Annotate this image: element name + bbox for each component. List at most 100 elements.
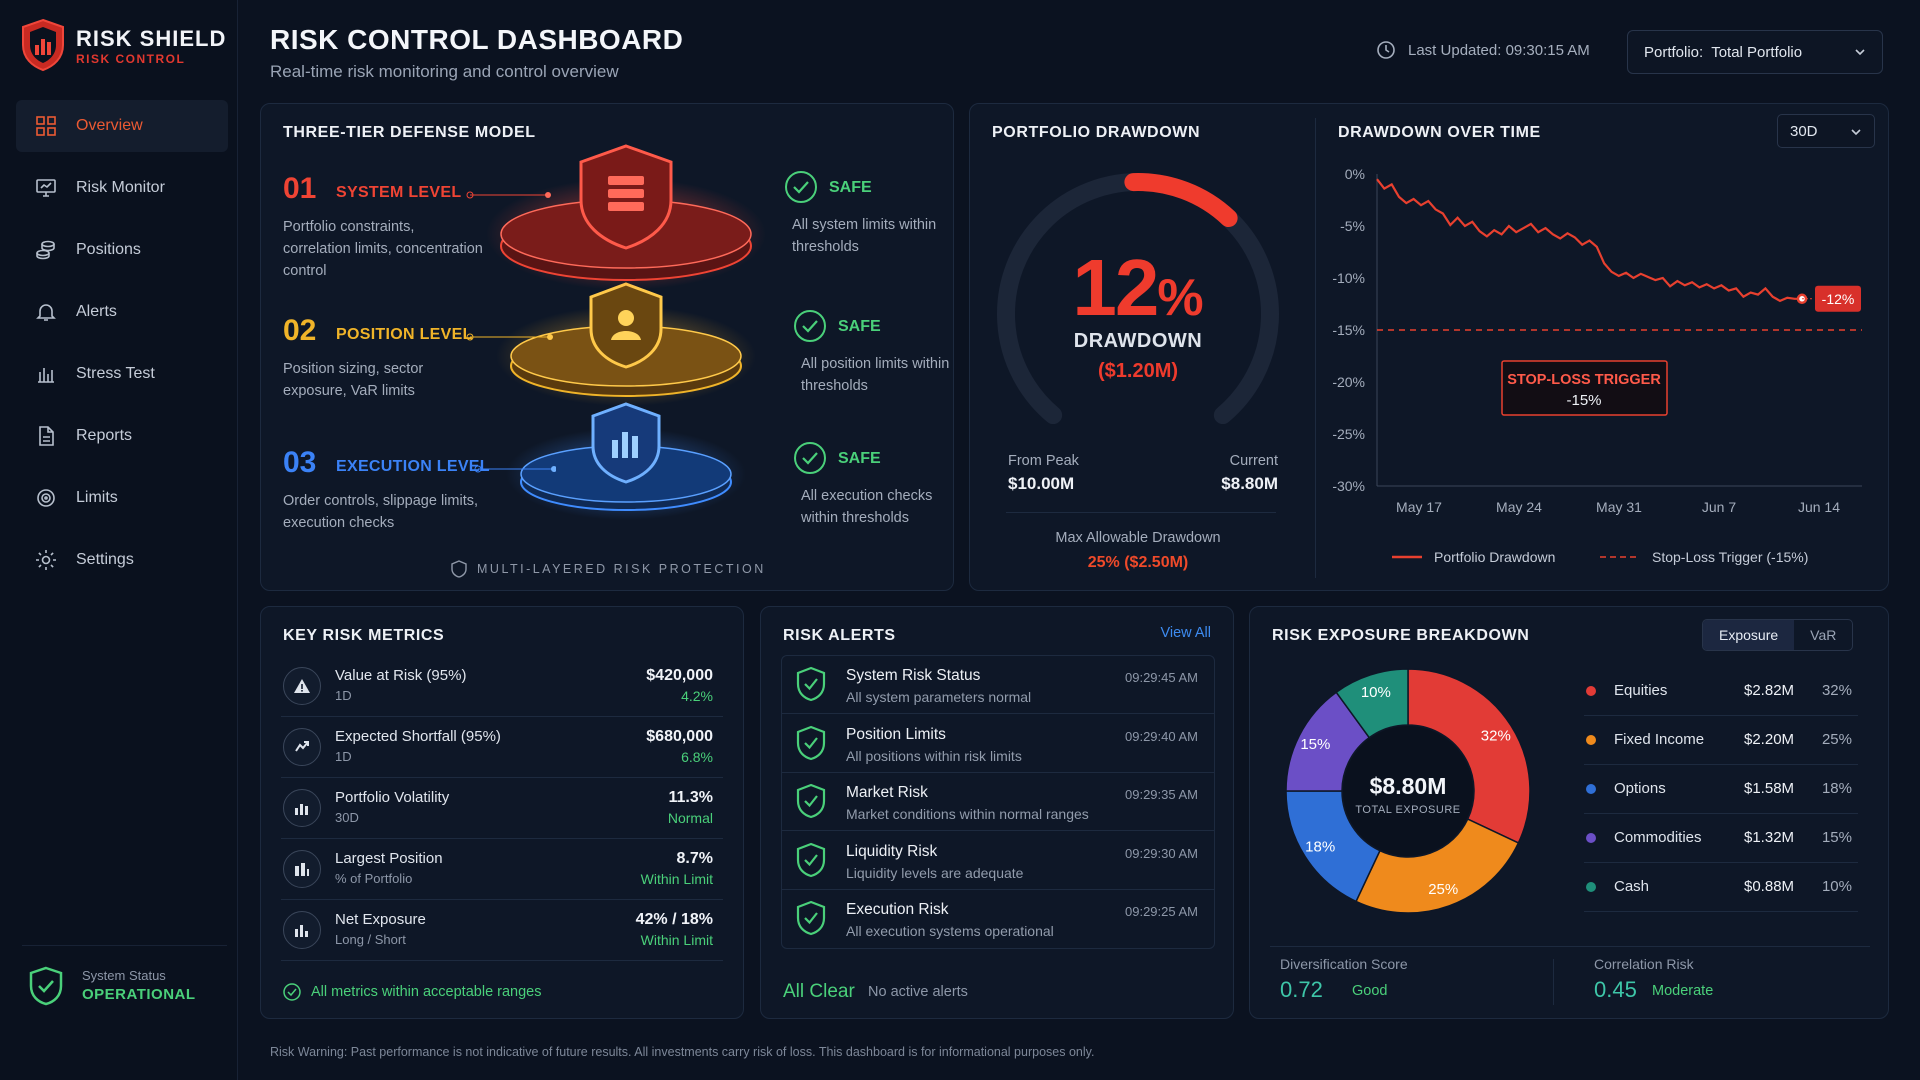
alert-title: Position Limits <box>846 725 946 743</box>
target-icon <box>37 489 55 507</box>
coins-icon <box>36 240 55 260</box>
exposure-donut: 32% 25% 18% 15% 10% <box>1285 668 1531 914</box>
last-updated-text: Last Updated: 09:30:15 AM <box>1408 41 1590 59</box>
alert-row[interactable]: Liquidity Risk Liquidity levels are adequ… <box>782 832 1214 890</box>
sidebar-item-positions[interactable]: Positions <box>16 224 228 276</box>
gear-icon <box>36 550 56 570</box>
tier-status: SAFE <box>838 318 881 335</box>
x-tick-label: Jun 7 <box>1702 499 1736 515</box>
grid-icon <box>36 116 56 136</box>
alert-row[interactable]: Execution Risk All execution systems oper… <box>782 890 1214 948</box>
metric-row: Net Exposure Long / Short 42% / 18% Within … <box>281 901 723 961</box>
corr-risk-label: Correlation Risk <box>1594 956 1694 972</box>
legend-dot <box>1586 882 1596 892</box>
y-tick-label: -25% <box>1332 426 1365 442</box>
alert-time: 09:29:45 AM <box>1125 670 1198 685</box>
last-updated: Last Updated: 09:30:15 AM <box>1376 40 1590 60</box>
divider <box>1553 959 1554 1005</box>
check-circle-icon <box>785 171 817 203</box>
metrics-panel: KEY RISK METRICS Value at Risk (95%) 1D $4… <box>260 606 744 1019</box>
alert-time: 09:29:30 AM <box>1125 845 1198 861</box>
sidebar-item-label: Settings <box>76 551 134 568</box>
donut-slice-equities <box>1407 668 1531 844</box>
alert-description: All system parameters normal <box>846 689 1032 705</box>
divider <box>1270 946 1870 947</box>
alert-description: Market conditions within normal ranges <box>846 806 1089 822</box>
alerts-title: RISK ALERTS <box>783 627 896 644</box>
alert-description: Liquidity levels are adequate <box>846 864 1024 881</box>
donut-slice-label: 10% <box>1361 684 1391 701</box>
metric-status: Normal <box>667 810 713 826</box>
div-score-value: 0.72 <box>1280 977 1323 1002</box>
drawdown-chart: 0% -5% -10% -15% -20% -25% -30% May 17 May 24 May… <box>1332 166 1862 565</box>
metric-period: % of Portfolio <box>335 871 413 886</box>
sidebar-item-label: Reports <box>76 427 133 444</box>
donut-slice-label: 32% <box>1481 727 1511 744</box>
sidebar-item-reports[interactable]: Reports <box>16 410 228 462</box>
tier-status-description: All execution checks within thresholds <box>801 488 933 526</box>
alerts-panel: RISK ALERTS View All System Risk Status A… <box>760 606 1234 1019</box>
system-status-value: OPERATIONAL <box>82 986 196 1003</box>
x-tick-label: May 31 <box>1596 499 1642 515</box>
exposure-row: Commodities $1.32M 15% <box>1584 815 1858 863</box>
exposure-row: Equities $2.82M 32% <box>1584 668 1858 716</box>
alert-row[interactable]: Position Limits All positions within risk… <box>782 715 1214 773</box>
metrics-footer-text: All metrics within acceptable ranges <box>311 984 542 1000</box>
metric-row: Value at Risk (95%) 1D $420,000 4.2% <box>281 657 723 717</box>
shield-logo-icon <box>22 18 64 72</box>
legend-dot <box>1586 686 1596 696</box>
metric-value: 8.7% <box>676 850 713 867</box>
exposure-percent: 32% <box>1821 682 1852 699</box>
metrics-title: KEY RISK METRICS <box>283 627 445 644</box>
x-tick-label: May 17 <box>1396 499 1442 515</box>
exposure-name: Fixed Income <box>1614 731 1705 748</box>
defense-illustration <box>486 144 766 520</box>
drawdown-chart-title: DRAWDOWN OVER TIME <box>1338 124 1541 141</box>
metric-row: Portfolio Volatility 30D 11.3% Normal <box>281 779 723 839</box>
sidebar-item-settings[interactable]: Settings <box>16 534 228 586</box>
tier-status-description: All position limits within thresholds <box>801 356 950 394</box>
sidebar-item-stress-test[interactable]: Stress Test <box>16 348 228 400</box>
system-status: System Status OPERATIONAL <box>22 945 227 1025</box>
exposure-name: Equities <box>1614 682 1668 699</box>
alert-title: Market Risk <box>846 784 928 801</box>
tier-number: 02 <box>283 314 317 347</box>
exposure-tabs: Exposure VaR <box>1702 619 1854 651</box>
sidebar-item-alerts[interactable]: Alerts <box>16 286 228 338</box>
exposure-row: Options $1.58M 18% <box>1584 766 1858 814</box>
portfolio-select[interactable]: Portfolio: Total Portfolio <box>1627 30 1883 74</box>
y-tick-label: -20% <box>1332 374 1365 390</box>
alerts-status-desc: No active alerts <box>868 984 968 1000</box>
corr-risk-status: Moderate <box>1652 983 1714 999</box>
legend-series-label: Portfolio Drawdown <box>1434 549 1555 565</box>
shield-check-icon <box>29 966 63 1006</box>
drawdown-label: DRAWDOWN <box>1073 330 1203 352</box>
portfolio-value: Total Portfolio <box>1711 43 1803 61</box>
exposure-value: $2.82M <box>1744 682 1795 699</box>
stop-loss-label: STOP-LOSS TRIGGER <box>1507 372 1661 388</box>
metric-status: Within Limit <box>640 871 713 887</box>
x-tick-label: May 24 <box>1496 499 1542 515</box>
metric-period: 1D <box>335 688 352 703</box>
view-all-link[interactable]: View All <box>1160 625 1211 641</box>
metric-name: Largest Position <box>335 850 443 867</box>
range-select[interactable]: 30D <box>1777 114 1875 148</box>
corr-risk-value: 0.45 <box>1594 977 1637 1002</box>
shield-check-icon <box>796 725 826 760</box>
donut-slice-fixed-income <box>1355 818 1520 914</box>
tab-exposure[interactable]: Exposure <box>1703 620 1795 650</box>
drawdown-unit: % <box>1157 269 1204 327</box>
tier-status-description: All system limits within thresholds <box>792 217 937 255</box>
tab-var[interactable]: VaR <box>1810 627 1837 643</box>
exposure-value: $0.88M <box>1744 878 1795 895</box>
sidebar-item-overview[interactable]: Overview <box>16 100 228 152</box>
exposure-value: $1.58M <box>1744 780 1795 797</box>
legend-dot <box>1586 784 1596 794</box>
page-subtitle: Real-time risk monitoring and control ov… <box>270 62 619 81</box>
alert-row[interactable]: System Risk Status All system parameters … <box>782 656 1214 714</box>
sidebar-item-limits[interactable]: Limits <box>16 472 228 524</box>
sidebar-item-risk-monitor[interactable]: Risk Monitor <box>16 162 228 214</box>
from-peak-value: $10.00M <box>1008 474 1075 493</box>
alert-row[interactable]: Market Risk Market conditions within norm… <box>782 773 1214 831</box>
alert-time: 09:29:40 AM <box>1125 728 1198 744</box>
